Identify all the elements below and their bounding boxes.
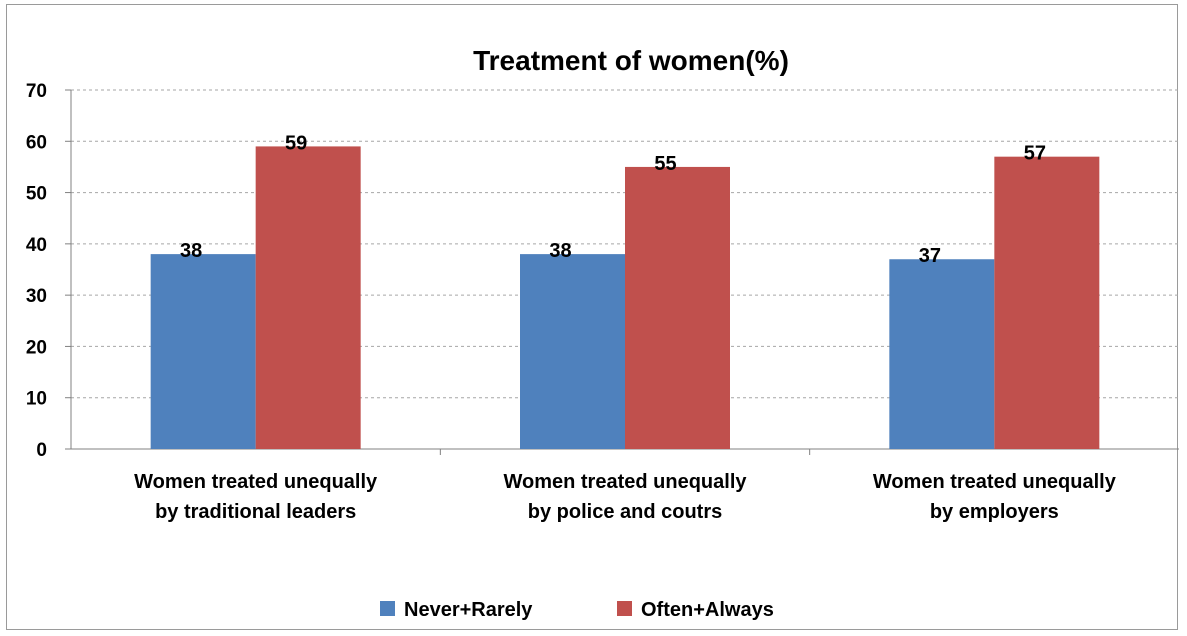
x-category-label: by police and coutrs	[528, 501, 722, 523]
data-label: 57	[1024, 143, 1046, 165]
data-label: 55	[654, 153, 676, 175]
bar-often-always	[255, 146, 361, 449]
legend-swatch	[380, 601, 395, 616]
x-category-label: Women treated unequally	[134, 471, 378, 493]
x-category-label: by traditional leaders	[155, 501, 356, 523]
y-tick-label: 10	[26, 389, 47, 410]
bar-never-rarely	[150, 254, 256, 449]
legend-label: Often+Always	[641, 599, 774, 621]
y-tick-label: 20	[26, 337, 47, 358]
bar-never-rarely	[889, 259, 995, 449]
y-tick-label: 50	[26, 184, 47, 205]
data-label: 37	[919, 245, 941, 267]
y-tick-label: 30	[26, 286, 47, 307]
x-category-label: Women treated unequally	[503, 471, 747, 493]
legend-swatch	[617, 601, 632, 616]
data-label: 38	[180, 240, 202, 262]
legend-label: Never+Rarely	[404, 599, 533, 621]
bar-often-always	[994, 156, 1100, 449]
data-label: 38	[549, 240, 571, 262]
bar-never-rarely	[520, 254, 625, 449]
data-label: 59	[285, 132, 307, 154]
y-tick-label: 60	[26, 132, 47, 153]
x-category-label: by employers	[930, 501, 1059, 523]
chart-title: Treatment of women(%)	[473, 45, 789, 76]
y-tick-label: 70	[26, 81, 47, 102]
x-category-label: Women treated unequally	[873, 471, 1117, 493]
y-tick-label: 0	[36, 440, 47, 461]
y-tick-label: 40	[26, 235, 47, 256]
bar-often-always	[625, 166, 730, 449]
